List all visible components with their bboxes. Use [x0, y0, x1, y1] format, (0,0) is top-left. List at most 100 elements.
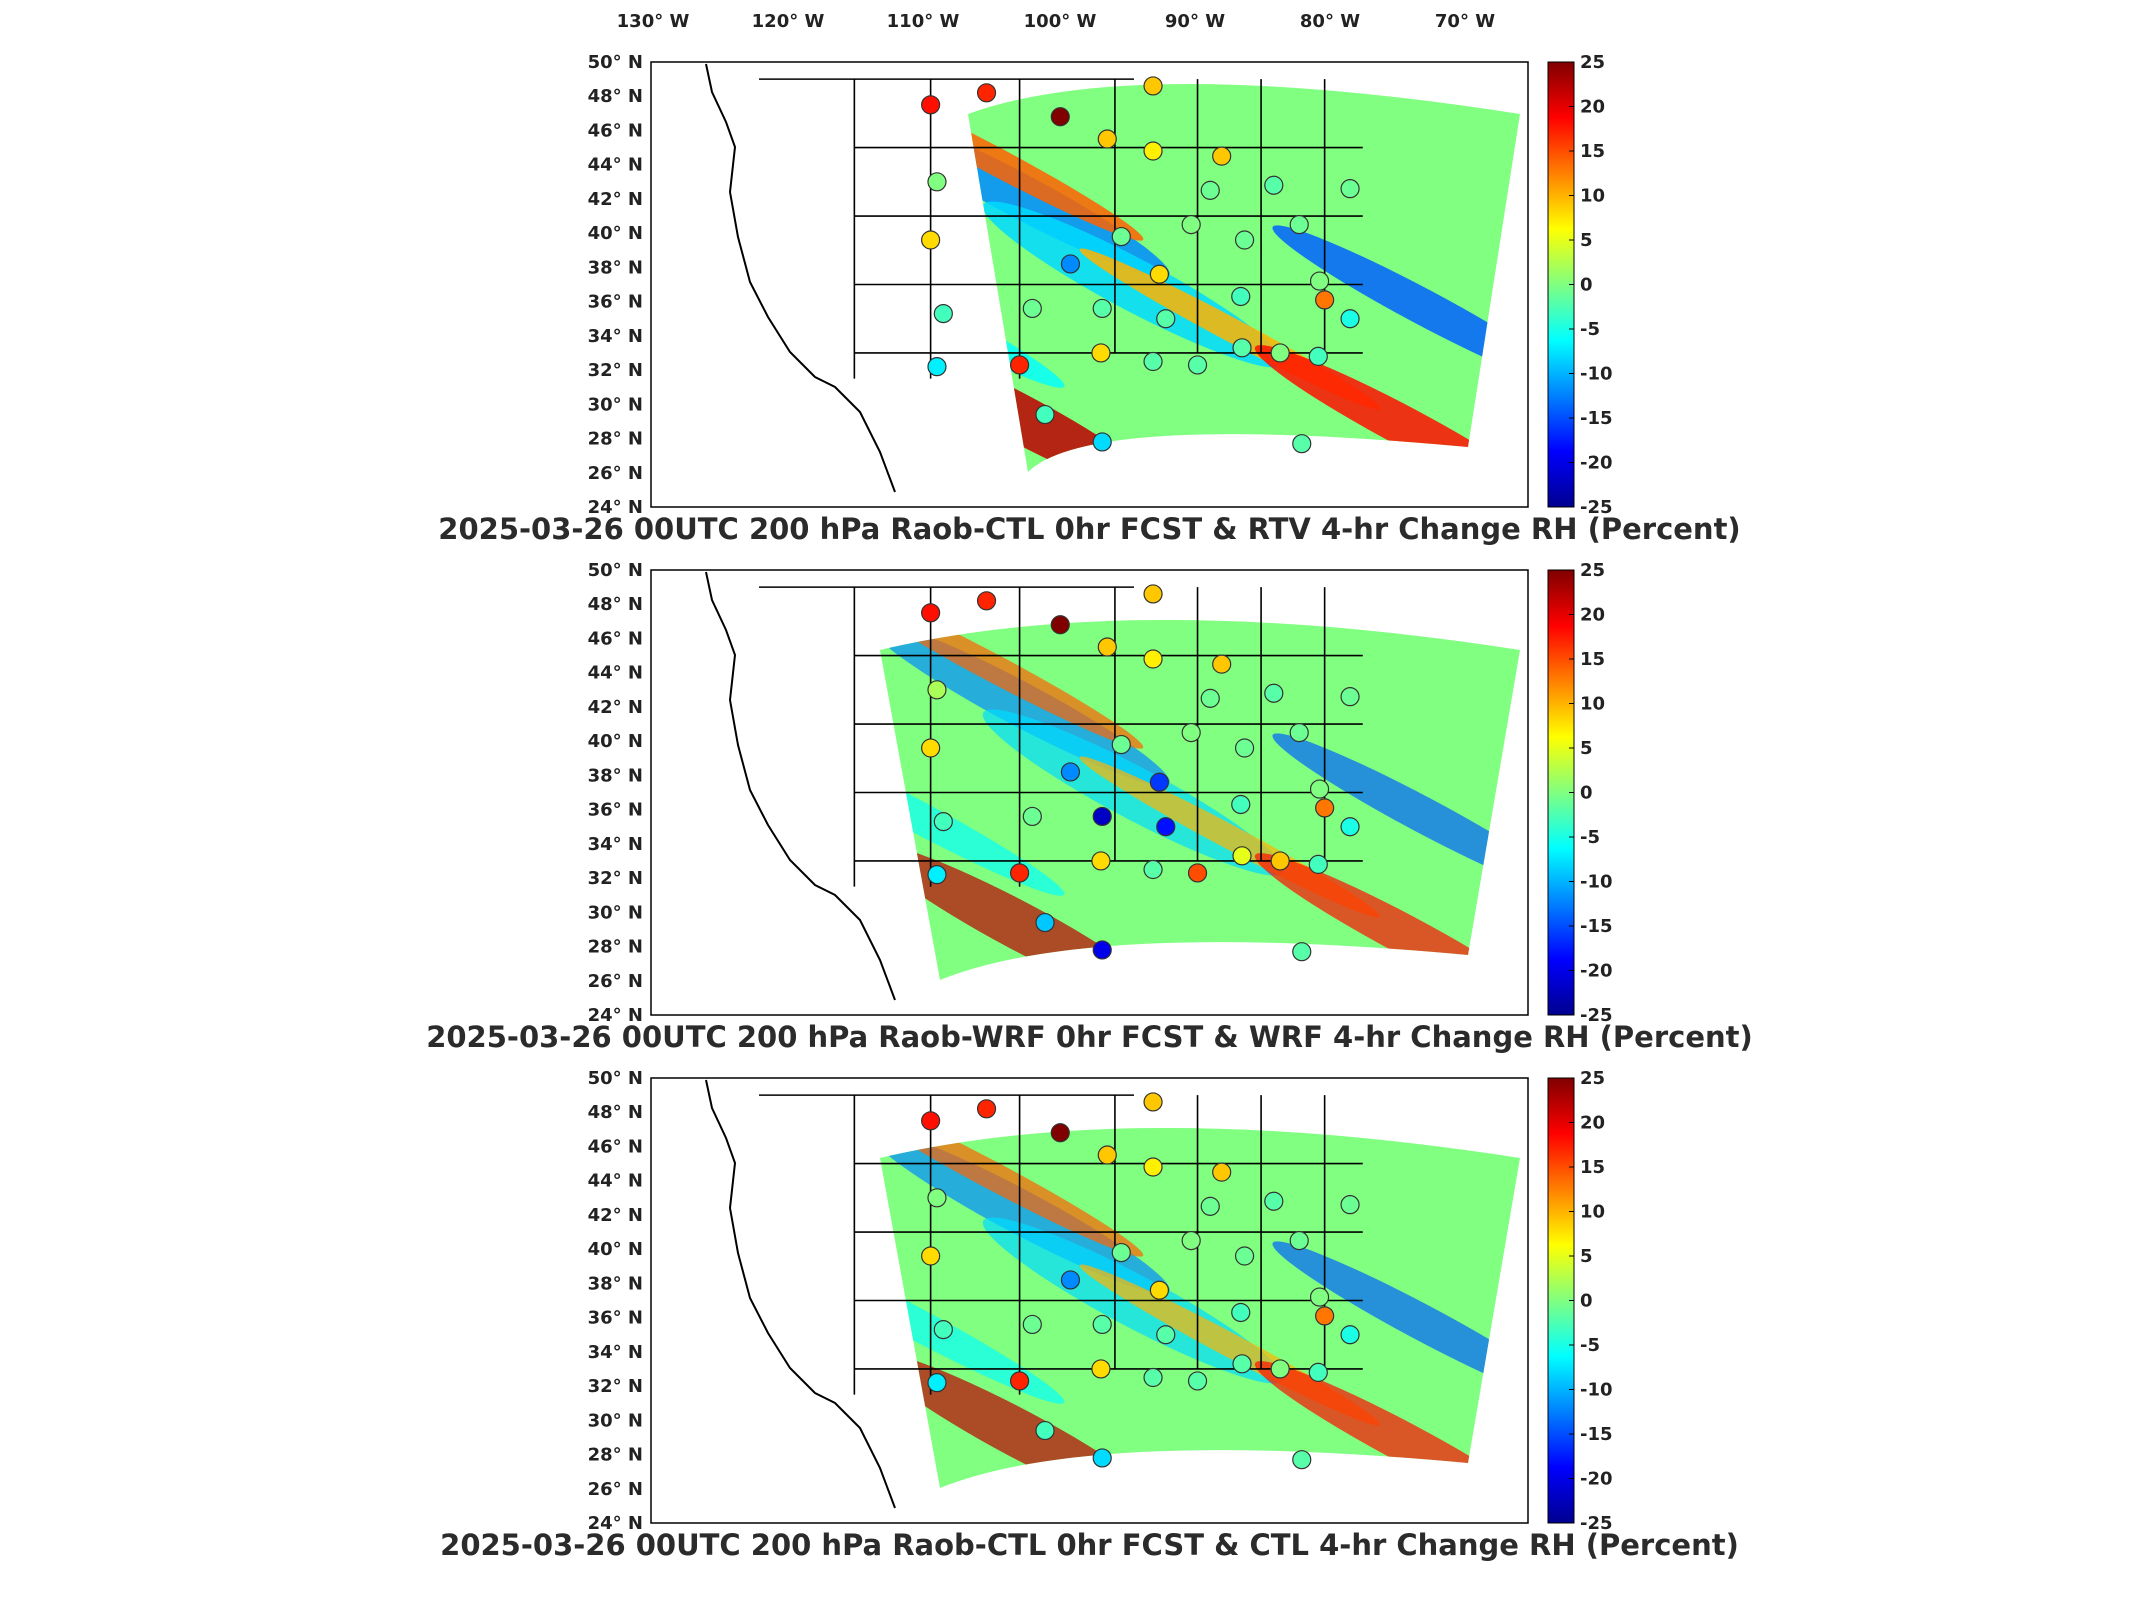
colorbar-tick-label: -15	[1580, 1424, 1613, 1445]
raob-station-marker	[1091, 343, 1111, 363]
latitude-tick-label: 28° N	[588, 429, 643, 450]
raob-station-marker	[1232, 846, 1252, 866]
raob-station-marker	[1143, 859, 1163, 880]
latitude-tick-label: 28° N	[588, 937, 643, 958]
raob-station-marker	[1289, 214, 1309, 235]
raob-station-marker	[1143, 1157, 1163, 1177]
latitude-tick-label: 48° N	[588, 1102, 643, 1123]
raob-station-marker	[927, 1373, 947, 1393]
colorbar-tick-label: -5	[1580, 319, 1600, 340]
latitude-tick-label: 32° N	[588, 360, 643, 381]
raob-station-marker	[1143, 1367, 1163, 1388]
colorbar-tick-label: -10	[1580, 1380, 1613, 1401]
raob-station-marker	[1340, 179, 1360, 199]
raob-station-marker	[976, 1099, 997, 1119]
raob-station-marker	[1270, 851, 1290, 871]
latitude-tick-label: 32° N	[588, 1376, 643, 1397]
raob-station-marker	[1111, 1242, 1131, 1263]
longitude-tick-label: 130° W	[617, 11, 690, 32]
raob-station-marker	[1232, 338, 1252, 358]
latitude-tick-label: 32° N	[588, 868, 643, 889]
raob-station-marker	[976, 83, 997, 103]
colorbar-tick-label: 20	[1580, 97, 1605, 118]
colorbar-tick-label: -25	[1580, 1513, 1613, 1534]
colorbar-tick-label: -25	[1580, 497, 1613, 518]
raob-station-marker	[927, 357, 947, 377]
raob-station-marker	[1270, 343, 1290, 363]
raob-station-marker	[1149, 772, 1170, 792]
raob-station-marker	[1050, 615, 1070, 635]
colorbar-tick-label: 25	[1580, 52, 1605, 73]
raob-station-marker	[921, 1246, 941, 1266]
raob-station-marker	[1187, 863, 1208, 883]
latitude-tick-label: 26° N	[588, 971, 643, 992]
latitude-tick-label: 38° N	[588, 765, 643, 786]
colorbar-tick-label: 10	[1580, 186, 1605, 207]
raob-station-marker	[1091, 1359, 1111, 1379]
raob-station-marker	[1308, 1362, 1328, 1382]
raob-station-marker	[1264, 683, 1284, 703]
raob-station-marker	[1340, 1325, 1360, 1345]
latitude-tick-label: 42° N	[588, 189, 643, 210]
colorbar-tick-label: 5	[1580, 230, 1593, 251]
colorbar-tick-label: -10	[1580, 364, 1613, 385]
longitude-tick-label: 70° W	[1435, 11, 1495, 32]
colorbar-tick-label: 20	[1580, 605, 1605, 626]
raob-station-marker	[927, 1188, 947, 1208]
latitude-tick-label: 30° N	[588, 1410, 643, 1431]
latitude-tick-label: 50° N	[588, 1068, 643, 1089]
latitude-tick-label: 24° N	[588, 497, 643, 518]
longitude-tick-label: 120° W	[752, 11, 825, 32]
state-borders	[759, 586, 1363, 887]
latitude-tick-label: 30° N	[588, 394, 643, 415]
raob-station-marker	[1092, 940, 1112, 960]
latitude-tick-label: 26° N	[588, 1479, 643, 1500]
latitude-tick-label: 48° N	[588, 86, 643, 107]
chart-panel: 50° N 48° N 46° N 44° N 42° N 40° N 38° N 36° N…	[440, 1068, 1739, 1562]
raob-station-marker	[1200, 180, 1220, 200]
raob-station-marker	[1231, 1302, 1251, 1323]
raob-station-marker	[1156, 1325, 1176, 1345]
raob-station-marker	[1212, 654, 1232, 674]
latitude-tick-label: 46° N	[588, 628, 643, 649]
latitude-tick-label: 50° N	[588, 560, 643, 581]
colorbar-tick-label: -20	[1580, 1469, 1613, 1490]
colorbar-tick-label: 15	[1580, 649, 1605, 670]
raob-station-marker	[1308, 854, 1328, 874]
colorbar-tick-label: 5	[1580, 1246, 1593, 1267]
raob-station-marker	[1092, 806, 1112, 827]
raob-station-marker	[1092, 298, 1112, 319]
colorbar-tick-label: -15	[1580, 916, 1613, 937]
raob-station-marker	[1309, 1287, 1330, 1307]
longitude-tick-label: 100° W	[1024, 11, 1097, 32]
latitude-tick-label: 44° N	[588, 1171, 643, 1192]
colorbar-tick-label: -10	[1580, 872, 1613, 893]
raob-station-marker	[1050, 107, 1070, 127]
raob-station-marker	[933, 303, 953, 324]
raob-station-marker	[1143, 1092, 1163, 1112]
raob-station-marker	[921, 1111, 941, 1131]
raob-station-marker	[1340, 817, 1360, 837]
raob-station-marker	[921, 95, 941, 115]
raob-station-marker	[1097, 1145, 1117, 1165]
plot-frame	[650, 1077, 1529, 1524]
chart-panel: 50° N 48° N 46° N 44° N 42° N 40° N 38° N 36° N…	[426, 560, 1753, 1054]
raob-station-marker	[927, 680, 947, 700]
coastline	[705, 571, 896, 1001]
raob-station-marker	[1022, 806, 1042, 827]
raob-station-marker	[1289, 722, 1309, 743]
panels: 50° N 48° N 46° N 44° N 42° N 40° N 38° N 36° N…	[426, 52, 1753, 1562]
latitude-tick-label: 46° N	[588, 120, 643, 141]
raob-station-marker	[1143, 584, 1163, 604]
raob-station-marker	[1009, 863, 1030, 883]
raob-station-marker	[1035, 404, 1055, 425]
raob-station-marker	[1143, 141, 1163, 161]
latitude-tick-label: 46° N	[588, 1136, 643, 1157]
raob-station-marker	[1200, 1196, 1220, 1216]
raob-station-marker	[1292, 1450, 1312, 1470]
latitude-tick-label: 44° N	[588, 155, 643, 176]
raob-station-marker	[1292, 434, 1312, 454]
raob-station-marker	[1143, 76, 1163, 96]
raob-station-marker	[1187, 355, 1208, 375]
raob-station-marker	[1097, 129, 1117, 149]
